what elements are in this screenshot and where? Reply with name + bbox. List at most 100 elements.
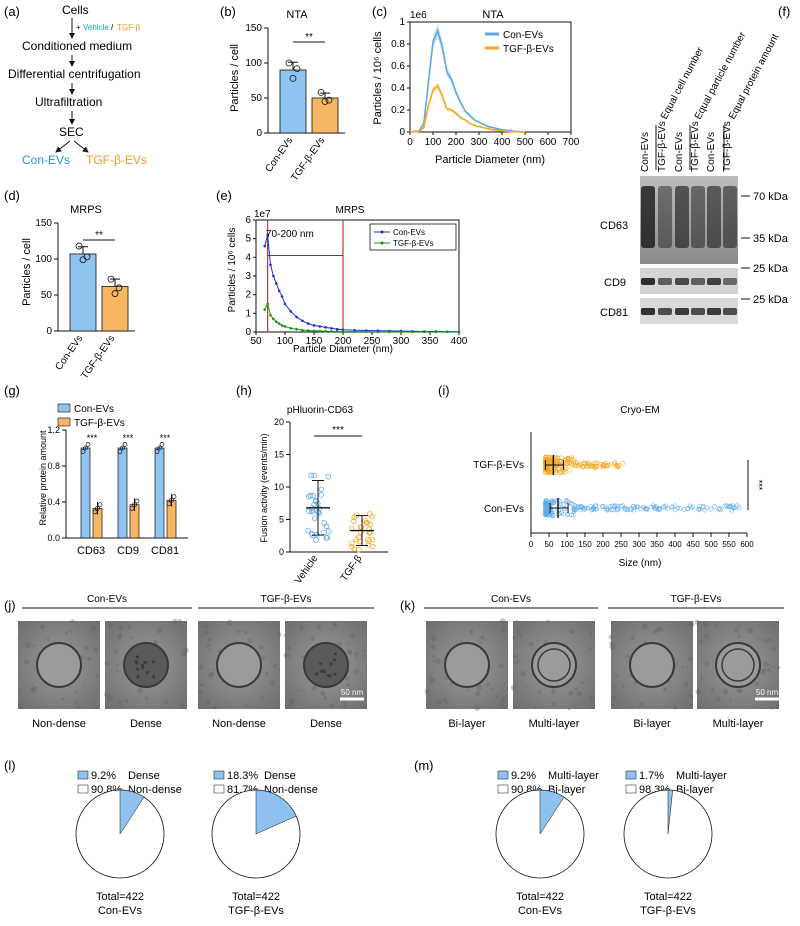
pie-total: Total=422 bbox=[96, 891, 144, 903]
data-point bbox=[547, 456, 553, 461]
data-point bbox=[422, 330, 426, 334]
em-noise bbox=[614, 674, 618, 678]
output-con-evs: Con-EVs bbox=[22, 153, 70, 167]
em-noise bbox=[569, 628, 575, 635]
panel-e: (e) 1e7 MRPS Particles / 10⁶ cells Parti… bbox=[216, 188, 468, 355]
legend-swatch bbox=[625, 784, 637, 794]
em-noise bbox=[320, 690, 326, 697]
em-noise bbox=[543, 640, 548, 644]
data-point bbox=[670, 504, 676, 510]
data-point bbox=[612, 461, 617, 467]
image-caption: Dense bbox=[130, 718, 162, 730]
em-noise bbox=[178, 702, 185, 709]
x-tick-label: 100 bbox=[560, 540, 574, 549]
series-line bbox=[264, 302, 459, 333]
em-noise bbox=[513, 654, 518, 659]
em-noise bbox=[768, 663, 771, 666]
em-noise bbox=[641, 623, 648, 630]
data-point bbox=[604, 507, 610, 513]
em-noise bbox=[298, 689, 302, 692]
chart-title: MRPS bbox=[70, 204, 102, 216]
em-noise bbox=[46, 637, 50, 641]
em-noise bbox=[444, 676, 448, 681]
x-tick-label: 450 bbox=[686, 540, 700, 549]
em-noise bbox=[576, 691, 582, 697]
lane-label: Con-EVs bbox=[674, 132, 685, 172]
x-tick-label: 250 bbox=[614, 540, 628, 549]
em-noise bbox=[460, 639, 463, 642]
em-noise bbox=[608, 634, 614, 640]
x-tick-label: 200 bbox=[448, 137, 465, 148]
em-noise bbox=[118, 700, 123, 706]
data-point bbox=[316, 510, 322, 517]
chart-title: Cryo-EM bbox=[620, 405, 659, 416]
em-noise bbox=[435, 658, 441, 665]
x-tick-label: CD9 bbox=[117, 545, 139, 557]
data-point bbox=[548, 465, 553, 471]
data-point bbox=[662, 505, 668, 510]
em-noise bbox=[715, 696, 721, 702]
data-point bbox=[369, 536, 375, 543]
data-point bbox=[718, 507, 723, 513]
em-noise bbox=[88, 657, 91, 660]
em-noise bbox=[206, 643, 211, 648]
em-noise bbox=[236, 629, 241, 634]
data-point bbox=[593, 506, 598, 512]
data-point bbox=[280, 295, 284, 298]
data-point bbox=[572, 463, 578, 468]
panel-j: (j) Con-EVs TGF-β-EVs Non-dense Dense No… bbox=[4, 594, 374, 730]
legend-category: Bi-layer bbox=[676, 784, 714, 796]
data-point bbox=[545, 457, 550, 462]
vesicle-content bbox=[315, 672, 319, 676]
em-noise bbox=[710, 687, 715, 692]
data-point bbox=[324, 329, 327, 333]
exponent-label: 1e7 bbox=[254, 209, 271, 220]
panel-c: (c) 1e6 NTA Particles / 10⁶ cells Partic… bbox=[372, 4, 580, 166]
y-tick-label: 0.8 bbox=[391, 39, 405, 50]
em-noise bbox=[436, 699, 443, 706]
data-point bbox=[610, 503, 615, 509]
panel-label-c: (c) bbox=[372, 4, 387, 19]
data-point bbox=[317, 89, 325, 96]
em-noise bbox=[516, 659, 520, 663]
vesicle bbox=[629, 642, 675, 688]
data-point bbox=[563, 497, 569, 503]
data-point bbox=[313, 537, 319, 543]
panel-label-k: (k) bbox=[400, 598, 415, 613]
em-noise bbox=[499, 618, 506, 624]
y-tick-label: 0.0 bbox=[47, 533, 60, 543]
vesicle-content bbox=[135, 655, 139, 659]
em-noise bbox=[515, 619, 519, 623]
data-point bbox=[351, 514, 358, 521]
em-noise bbox=[76, 705, 80, 709]
data-point bbox=[312, 324, 316, 327]
blot-smear bbox=[675, 186, 689, 248]
legend-tgf-evs: TGF-β-EVs bbox=[393, 239, 434, 248]
data-point bbox=[306, 322, 310, 325]
em-noise bbox=[226, 619, 233, 626]
vesicle-content bbox=[135, 661, 139, 665]
em-noise bbox=[244, 703, 248, 708]
marker-70kda: 70 kDa bbox=[753, 191, 789, 203]
data-point bbox=[325, 96, 333, 104]
x-tick-label: 200 bbox=[335, 336, 352, 347]
bar bbox=[154, 447, 165, 539]
data-point bbox=[544, 503, 549, 509]
em-noise bbox=[115, 663, 119, 667]
em-noise bbox=[283, 633, 287, 637]
em-noise bbox=[700, 678, 703, 681]
data-point bbox=[727, 504, 732, 510]
em-noise bbox=[770, 707, 773, 710]
data-point bbox=[134, 498, 140, 504]
panel-label-l: (l) bbox=[4, 758, 16, 773]
data-point bbox=[584, 461, 590, 467]
em-noise bbox=[715, 624, 719, 627]
data-point bbox=[85, 442, 91, 447]
data-point bbox=[612, 504, 617, 509]
em-noise bbox=[704, 633, 710, 639]
panel-b: (b) NTA Particles / cell 0 50 100 150 ** Co… bbox=[220, 4, 345, 183]
em-noise bbox=[140, 621, 143, 624]
bar bbox=[279, 69, 307, 134]
em-noise bbox=[662, 687, 668, 692]
